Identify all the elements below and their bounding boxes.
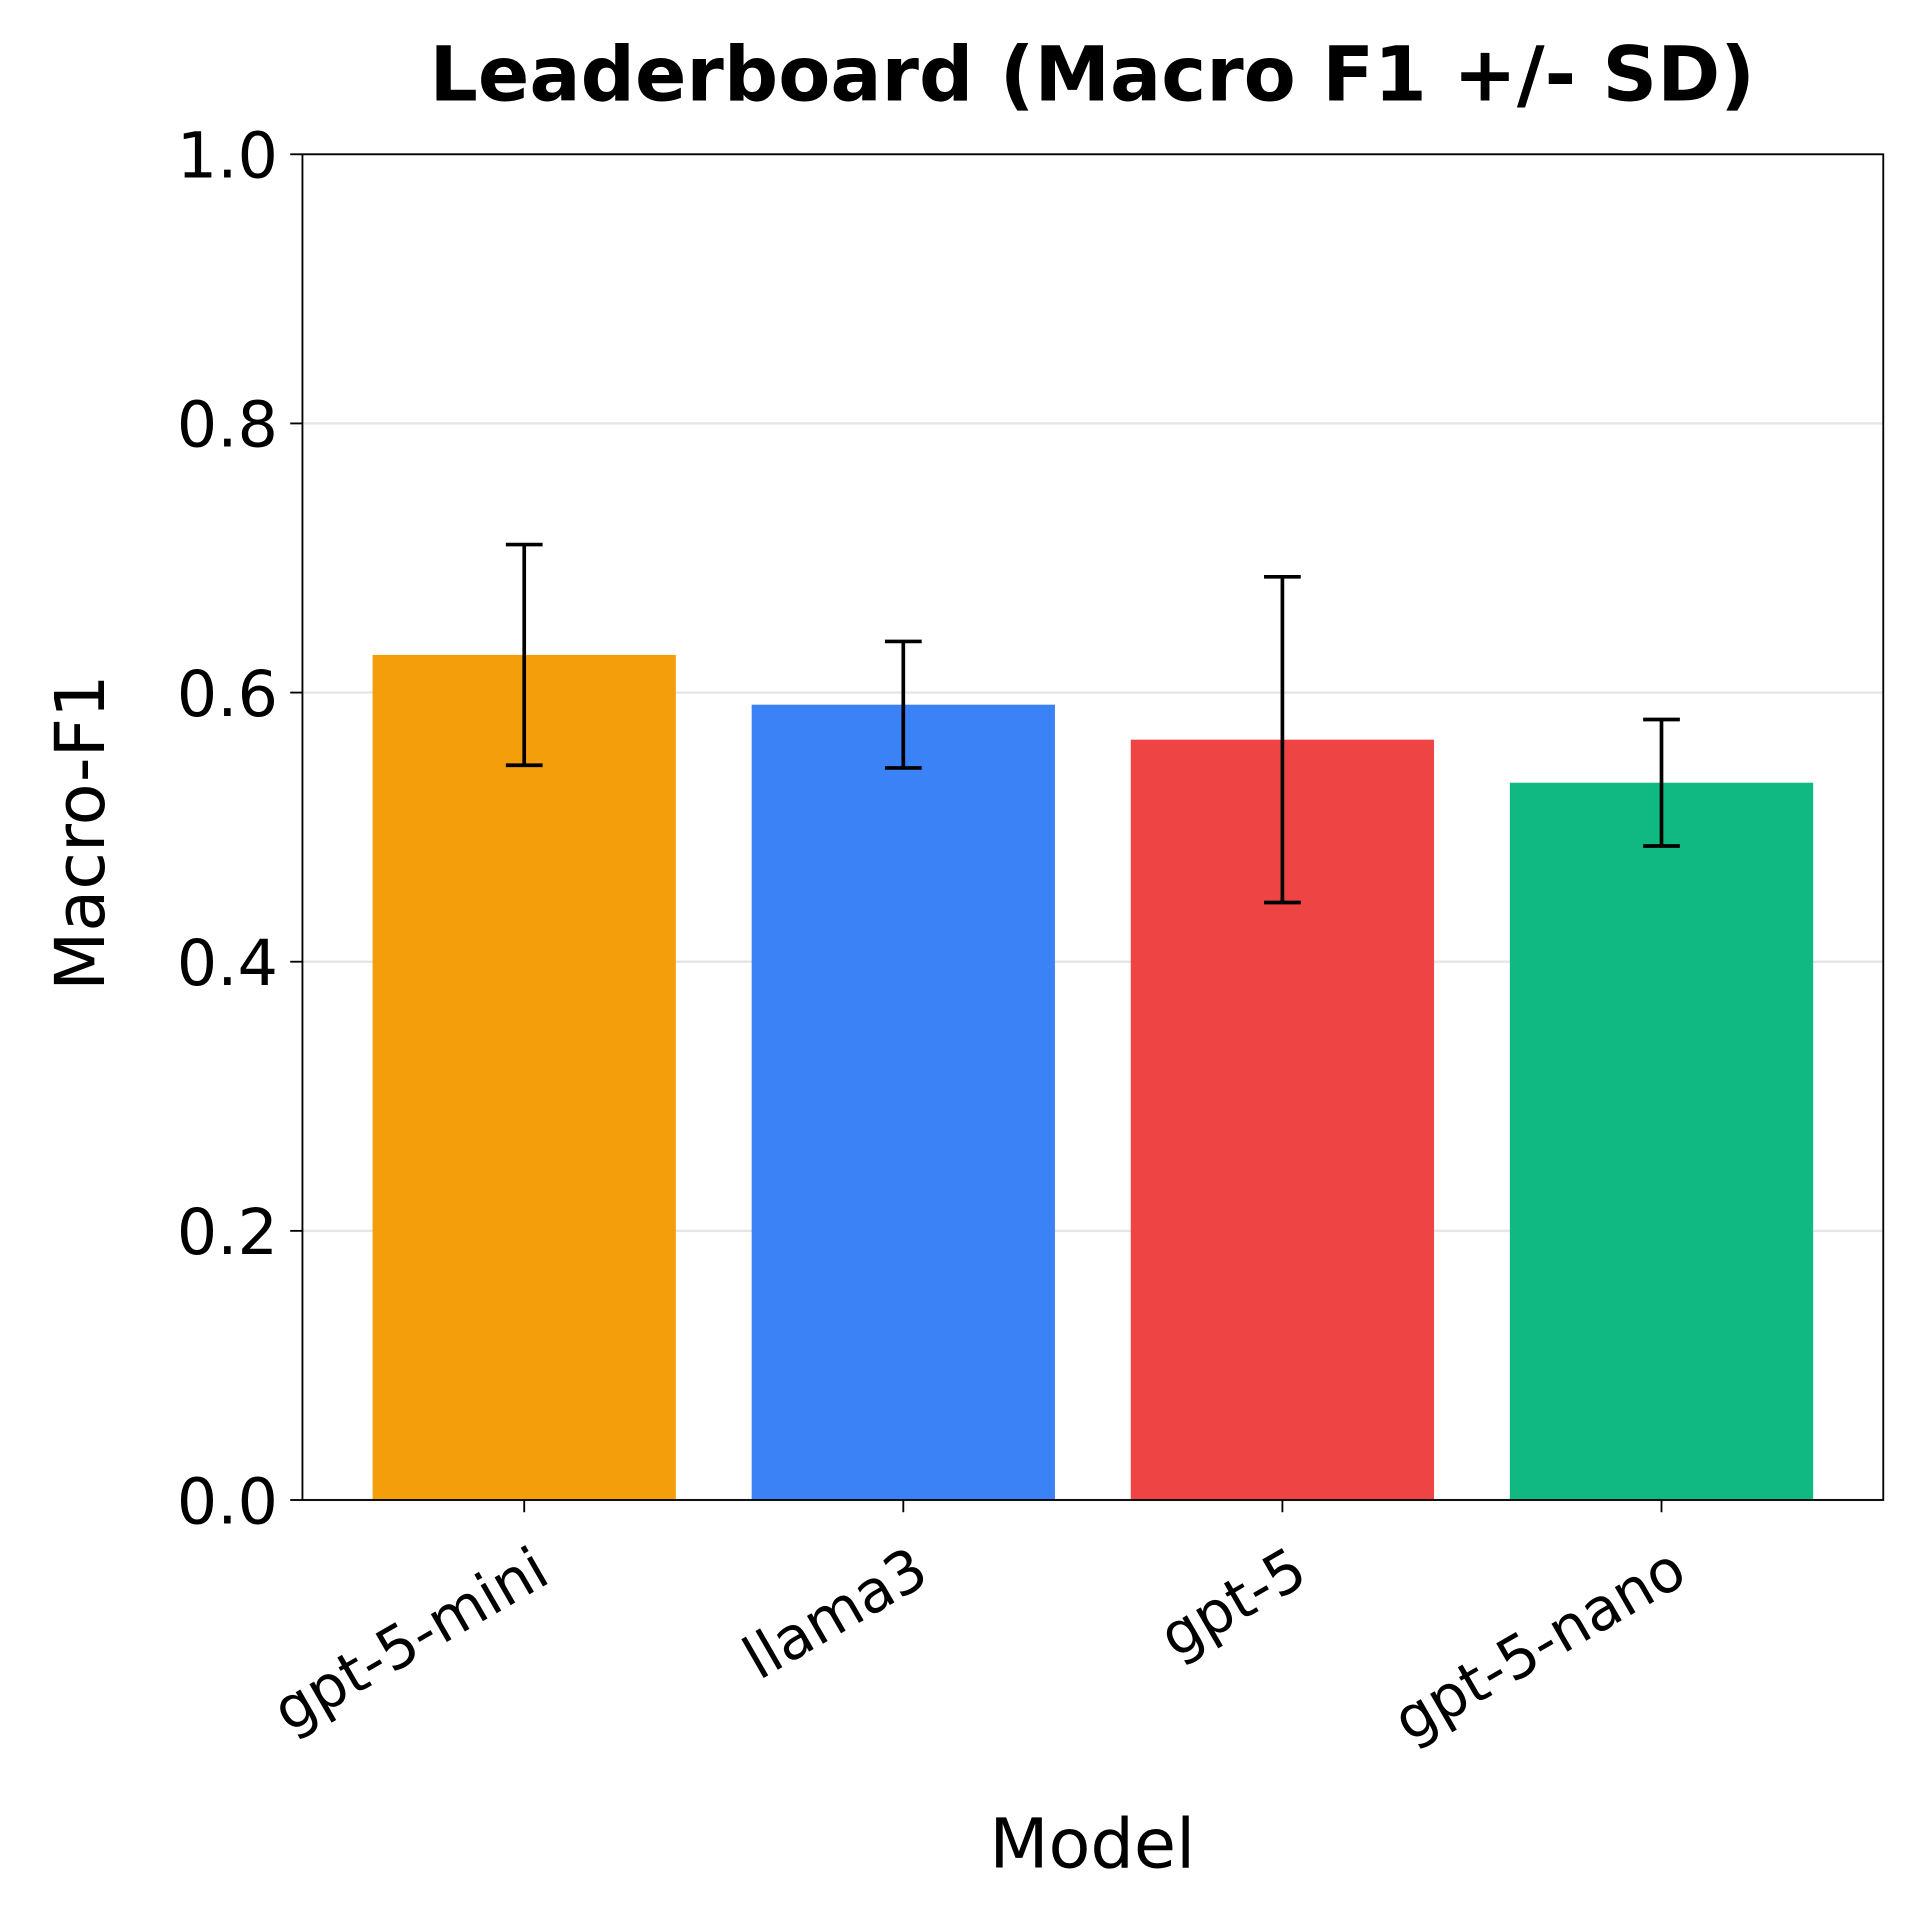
x-axis-ticks: gpt-5-mini llama3 gpt-5 gpt-5-nano: [261, 1500, 1697, 1755]
y-tick-label: 1.0: [177, 120, 278, 194]
chart-title: Leaderboard (Macro F1 +/- SD): [430, 30, 1755, 118]
y-tick-label: 0.2: [177, 1196, 278, 1270]
bar-gpt-5-mini: [372, 654, 676, 1500]
x-axis-label: Model: [989, 1804, 1195, 1884]
y-tick-label: 0.8: [177, 389, 278, 463]
plot-frame: [301, 153, 1885, 1501]
y-axis-label: Macro-F1: [41, 674, 121, 991]
y-axis-ticks: 0.0 0.2 0.4 0.6 0.8 1.0: [177, 120, 303, 1539]
bars: [372, 654, 1814, 1500]
y-tick-label: 0.6: [177, 658, 278, 732]
bar-gpt-5-nano: [1509, 782, 1814, 1500]
x-tick-label: gpt-5-nano: [1382, 1533, 1697, 1755]
x-tick-label: gpt-5-mini: [261, 1533, 559, 1745]
error-bars: [505, 542, 1680, 905]
bar-llama3: [751, 704, 1055, 1500]
x-tick-label: llama3: [731, 1533, 938, 1692]
y-tick-label: 0.4: [177, 927, 278, 1001]
y-tick-label: 0.0: [177, 1465, 278, 1539]
x-tick-label: gpt-5: [1148, 1533, 1318, 1671]
